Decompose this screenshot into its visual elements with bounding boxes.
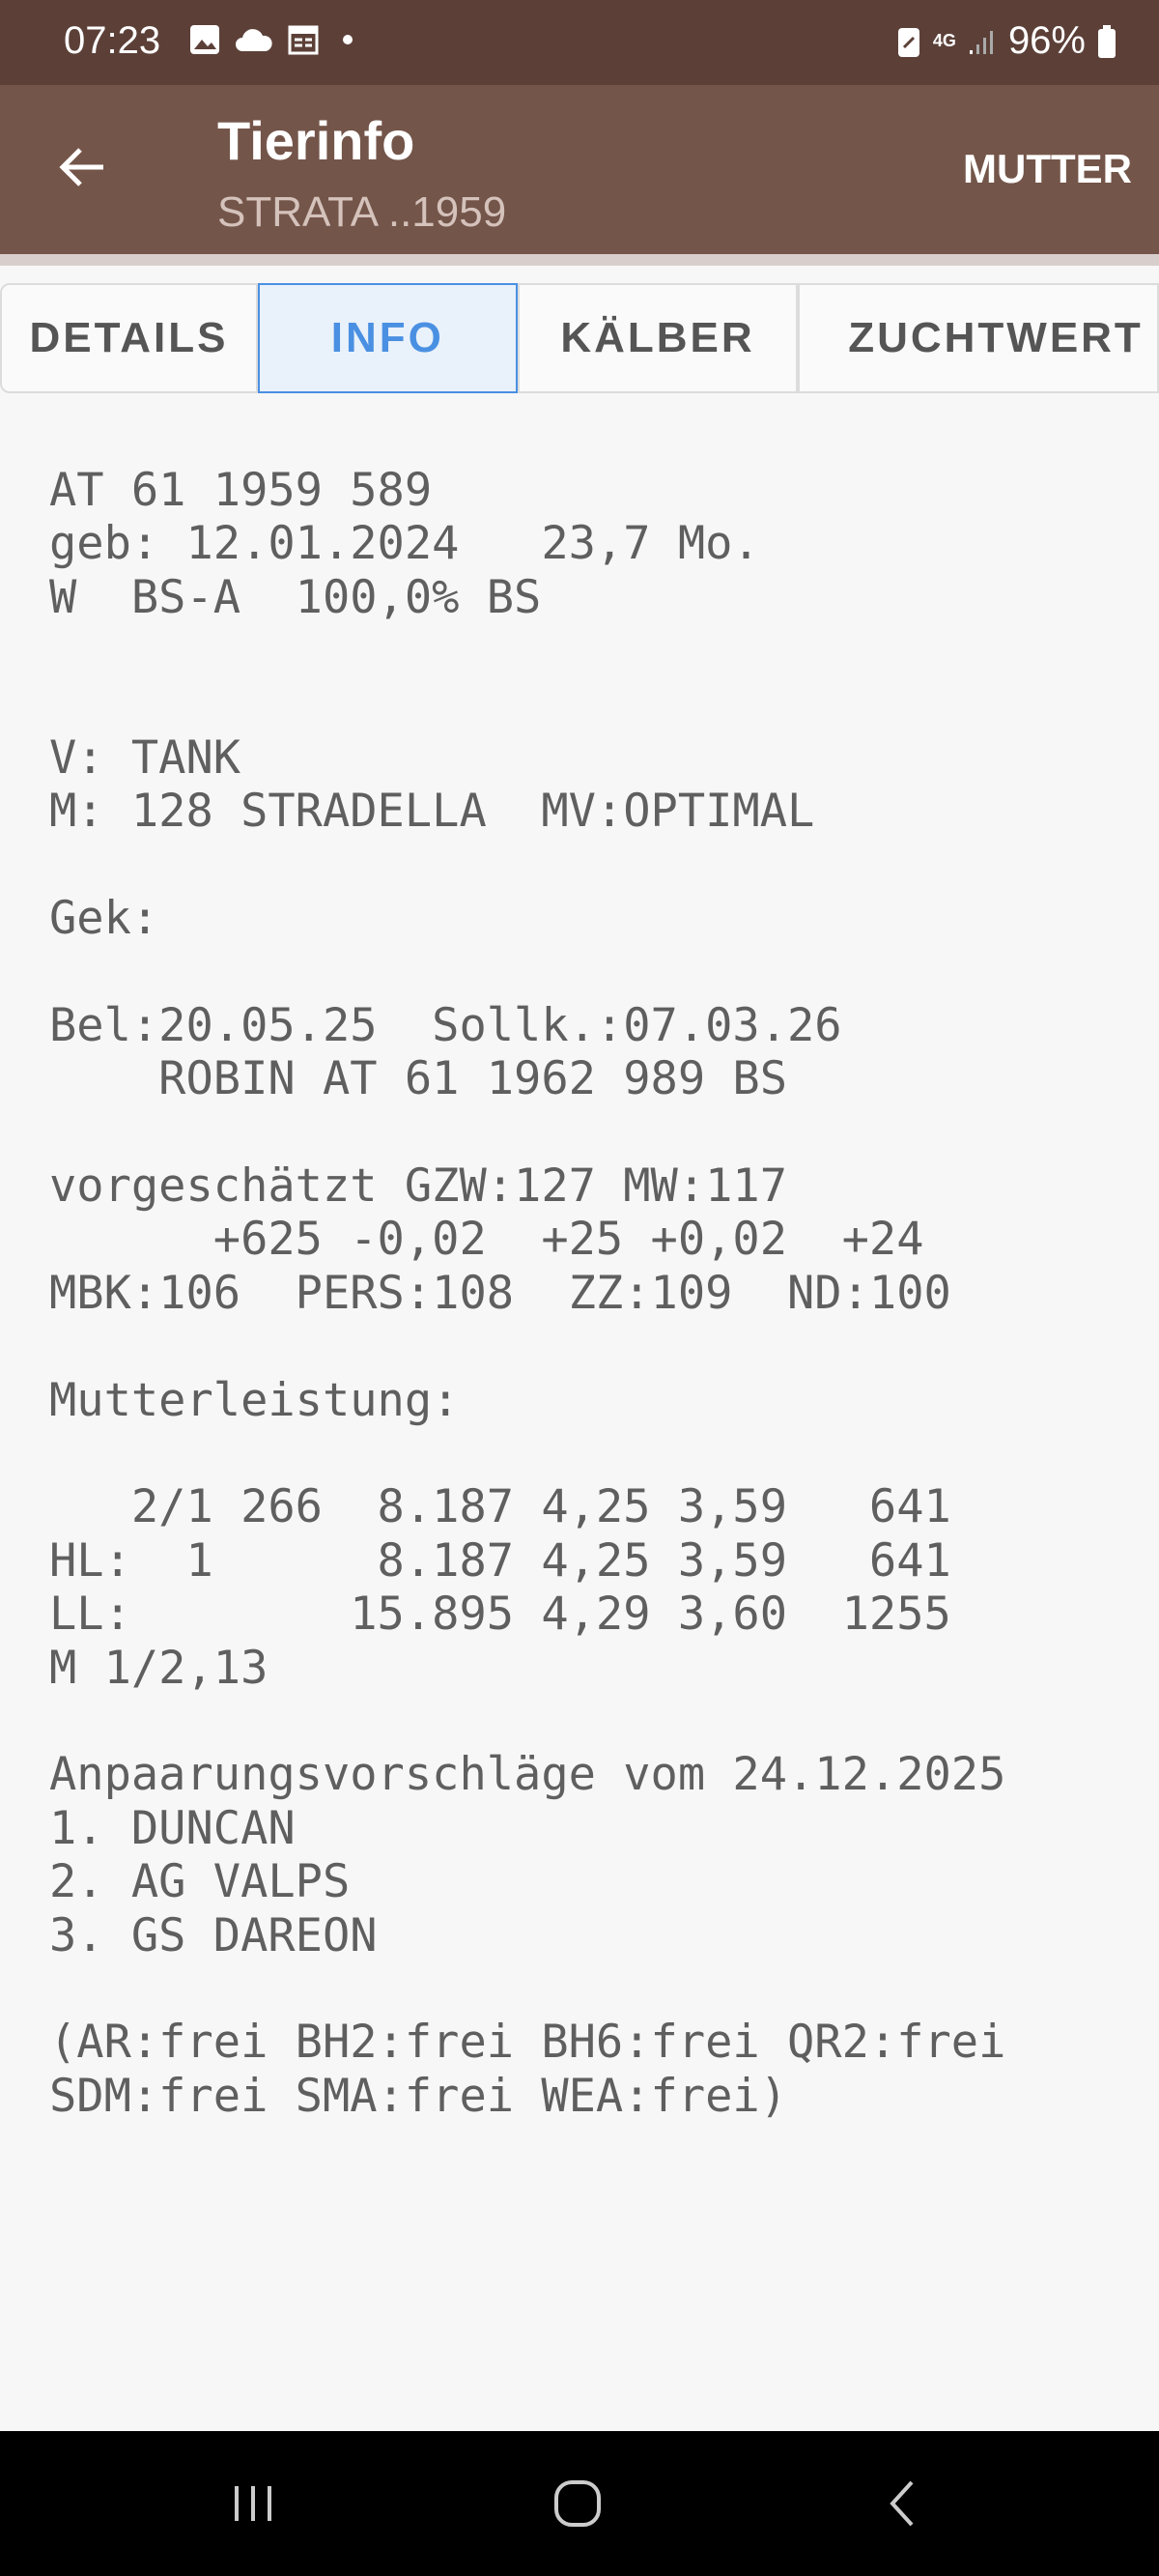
navigation-bar xyxy=(0,2431,1159,2576)
divider xyxy=(0,254,1159,266)
tab-bar: DETAILS INFO KÄLBER ZUCHTWERT xyxy=(0,283,1159,393)
info-line: Mutterleistung: xyxy=(49,1373,460,1427)
status-time: 07:23 xyxy=(64,19,161,62)
info-line: SDM:frei SMA:frei WEA:frei) xyxy=(49,2069,788,2123)
info-line: Anpaarungsvorschläge vom 24.12.2025 xyxy=(49,1748,1006,1802)
battery-icon xyxy=(1098,24,1116,58)
back-arrow-icon[interactable] xyxy=(53,138,111,196)
info-line: +625 -0,02 +25 +0,02 +24 xyxy=(49,1213,924,1267)
recent-apps-button[interactable] xyxy=(205,2470,301,2537)
back-button[interactable] xyxy=(854,2470,950,2537)
status-bar: 07:23 4G 96% xyxy=(0,0,1159,85)
battery-percent: 96% xyxy=(1007,19,1086,62)
tab-details[interactable]: DETAILS xyxy=(0,283,258,393)
info-line: AT 61 1959 589 xyxy=(49,464,433,517)
page-subtitle: STRATA ..1959 xyxy=(217,188,507,236)
info-line: M: 128 STRADELLA MV:OPTIMAL xyxy=(49,785,815,839)
info-line: vorgeschätzt GZW:127 MW:117 xyxy=(49,1159,788,1214)
network-type: 4G xyxy=(932,31,956,50)
info-line: geb: 12.01.2024 23,7 Mo. xyxy=(49,517,760,571)
info-line: LL: 15.895 4,29 3,60 1255 xyxy=(49,1588,951,1642)
tab-info[interactable]: INFO xyxy=(257,283,518,393)
info-line xyxy=(49,1320,1005,1373)
info-line xyxy=(49,1695,1005,1748)
notification-dot-icon xyxy=(343,35,353,44)
info-line: M 1/2,13 xyxy=(49,1641,269,1695)
info-line: V: TANK xyxy=(49,730,241,785)
info-line xyxy=(49,678,1005,731)
animal-info-text: AT 61 1959 589 geb: 12.01.2024 23,7 Mo. W … xyxy=(49,464,1005,2123)
gallery-icon xyxy=(190,25,219,54)
info-line: MBK:106 PERS:108 ZZ:109 ND:100 xyxy=(49,1266,951,1320)
info-line: HL: 1 8.187 4,25 3,59 641 xyxy=(49,1533,951,1588)
info-line xyxy=(49,946,1005,999)
battery-saver-icon xyxy=(897,27,919,57)
info-line xyxy=(49,839,1005,892)
info-line: Gek: xyxy=(49,892,159,946)
info-line xyxy=(49,1106,1005,1159)
info-line: 2. AG VALPS xyxy=(49,1855,351,1909)
cloud-icon xyxy=(236,29,272,51)
calendar-icon xyxy=(288,25,319,55)
tab-kaelber[interactable]: KÄLBER xyxy=(517,283,799,393)
info-line: (AR:frei BH2:frei BH6:frei QR2:frei xyxy=(49,2016,1006,2070)
back-icon xyxy=(890,2480,914,2527)
page-title: Tierinfo xyxy=(217,110,415,171)
info-line: ROBIN AT 61 1962 989 BS xyxy=(49,1052,788,1106)
info-line: W BS-A 100,0% BS xyxy=(49,570,542,624)
home-button[interactable] xyxy=(529,2470,626,2537)
signal-icon xyxy=(969,30,993,54)
info-line: Bel:20.05.25 Sollk.:07.03.26 xyxy=(49,998,842,1052)
app-bar: Tierinfo STRATA ..1959 MUTTER xyxy=(0,85,1159,254)
mutter-button[interactable]: MUTTER xyxy=(963,146,1132,191)
info-line: 1. DUNCAN xyxy=(49,1801,296,1855)
info-line xyxy=(49,1427,1005,1480)
info-line: 3. GS DAREON xyxy=(49,1908,378,1962)
recent-apps-icon xyxy=(235,2486,271,2521)
info-line xyxy=(49,624,1005,677)
info-line: 2/1 266 8.187 4,25 3,59 641 xyxy=(49,1480,951,1534)
info-line xyxy=(49,1962,1005,2016)
home-icon xyxy=(554,2480,601,2527)
tab-zuchtwert[interactable]: ZUCHTWERT xyxy=(798,283,1159,393)
